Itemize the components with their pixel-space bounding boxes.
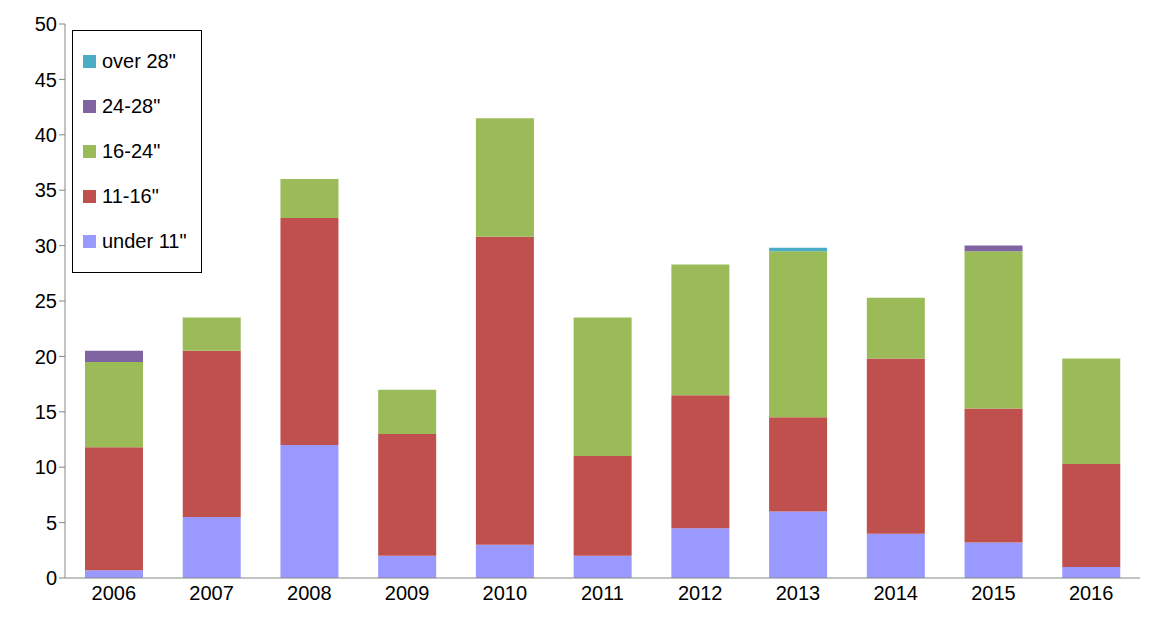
svg-text:10: 10 (35, 456, 57, 478)
svg-text:2009: 2009 (385, 582, 430, 604)
html-text:11-16": 11-16" (102, 185, 159, 207)
svg-text:30: 30 (35, 235, 57, 257)
svg-text:20: 20 (35, 346, 57, 368)
html-text:24-28": 24-28" (102, 95, 161, 117)
svg-text:50: 50 (35, 13, 57, 35)
svg-text:2008: 2008 (287, 582, 332, 604)
svg-text:2014: 2014 (873, 582, 918, 604)
html-text:under 11": under 11" (102, 230, 187, 252)
svg-text:2006: 2006 (92, 582, 137, 604)
svg-text:25: 25 (35, 290, 57, 312)
svg-text:2010: 2010 (483, 582, 528, 604)
svg-text:40: 40 (35, 124, 57, 146)
html-text:over 28": over 28" (102, 50, 176, 72)
svg-text:2011: 2011 (581, 582, 624, 604)
svg-text:45: 45 (35, 69, 57, 91)
svg-text:35: 35 (35, 179, 57, 201)
html-text:16-24": 16-24" (102, 140, 161, 162)
svg-text:5: 5 (46, 512, 57, 534)
svg-text:2016: 2016 (1069, 582, 1114, 604)
svg-text:2013: 2013 (776, 582, 821, 604)
svg-text:2012: 2012 (678, 582, 723, 604)
svg-text:2015: 2015 (971, 582, 1016, 604)
svg-text:0: 0 (46, 567, 57, 589)
svg-text:15: 15 (35, 401, 57, 423)
svg-text:2007: 2007 (189, 582, 234, 604)
